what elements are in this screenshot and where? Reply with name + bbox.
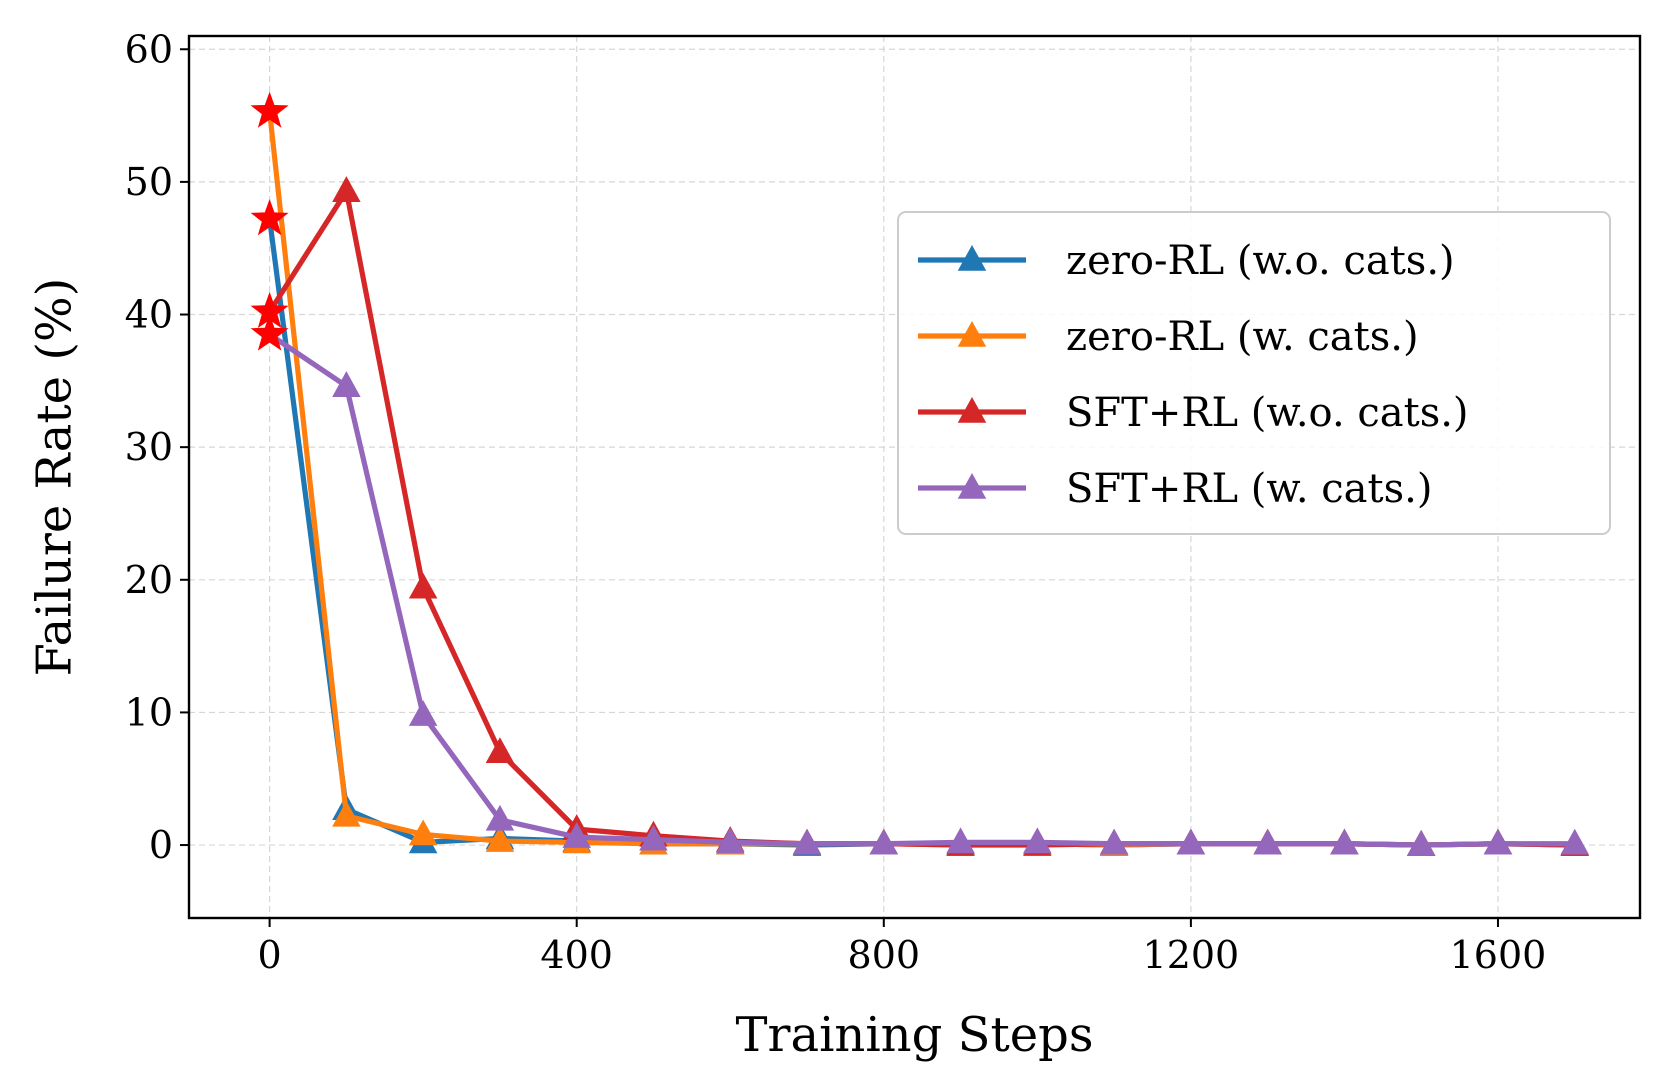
- data-point: [1330, 828, 1359, 855]
- legend-item: SFT+RL (w.o. cats.): [918, 390, 1469, 436]
- data-point: [1176, 828, 1206, 855]
- data-point: [715, 827, 745, 854]
- data-point: [485, 737, 515, 764]
- x-tick-label: 0: [258, 933, 282, 977]
- legend-label: SFT+RL (w.o. cats.): [1066, 390, 1469, 436]
- legend-swatch-marker: [957, 473, 987, 499]
- data-point: [946, 827, 975, 854]
- initial-star-marker: [250, 91, 289, 128]
- plot-frame: [187, 34, 1642, 920]
- legend-swatch-marker: [957, 321, 987, 347]
- y-tick-label: 10: [125, 690, 173, 734]
- y-tick-label: 0: [149, 823, 173, 867]
- data-point: [408, 700, 438, 726]
- legend-item: zero-RL (w. cats.): [918, 314, 1419, 360]
- series-line: [267, 331, 1578, 848]
- initial-star-marker: [250, 291, 289, 329]
- legend-swatch-marker: [957, 397, 987, 423]
- y-axis-title: Failure Rate (%): [27, 278, 83, 677]
- data-point: [1253, 828, 1282, 855]
- legend-swatch-marker: [957, 245, 987, 271]
- legend-label: zero-RL (w.o. cats.): [1066, 238, 1455, 284]
- legend-item: SFT+RL (w. cats.): [918, 466, 1432, 512]
- data-point: [485, 804, 515, 831]
- y-tick-label: 40: [125, 293, 173, 337]
- y-tick-label: 30: [125, 425, 173, 469]
- data-point: [332, 800, 361, 827]
- data-point: [485, 826, 515, 852]
- data-point: [1023, 827, 1052, 854]
- x-tick-label: 400: [540, 933, 613, 977]
- series-layer: [250, 91, 1589, 856]
- data-point: [1560, 828, 1589, 855]
- data-point: [1099, 828, 1129, 855]
- x-tick-label: 1200: [1143, 933, 1240, 977]
- legend-box: [897, 211, 1611, 535]
- y-tick-label: 50: [125, 160, 173, 204]
- data-point: [869, 828, 899, 855]
- initial-markers: [250, 91, 289, 351]
- data-point: [408, 572, 438, 599]
- initial-star-marker: [250, 199, 289, 236]
- data-point: [1406, 830, 1436, 856]
- initial-star-marker: [250, 314, 289, 351]
- y-tick-label: 60: [125, 27, 173, 71]
- data-point: [1483, 828, 1513, 855]
- legend-label: zero-RL (w. cats.): [1066, 314, 1419, 360]
- data-point: [332, 371, 361, 397]
- data-point: [792, 828, 822, 855]
- legend-label: SFT+RL (w. cats.): [1066, 466, 1432, 512]
- data-point: [562, 822, 591, 848]
- data-point: [408, 819, 438, 846]
- series-group: [267, 331, 1589, 856]
- data-point: [332, 176, 361, 202]
- legend: zero-RL (w.o. cats.) zero-RL (w. cats.) SF…: [897, 211, 1611, 535]
- x-tick-label: 800: [848, 933, 921, 977]
- x-tick-label: 1600: [1450, 933, 1547, 977]
- legend-item: zero-RL (w.o. cats.): [918, 238, 1455, 284]
- x-axis-title: Training Steps: [735, 1007, 1093, 1063]
- ticks: 0 400 800 1200 1600 0 10 20 30 40 50 60: [125, 27, 1547, 977]
- y-tick-label: 20: [125, 558, 173, 602]
- data-point: [639, 824, 668, 851]
